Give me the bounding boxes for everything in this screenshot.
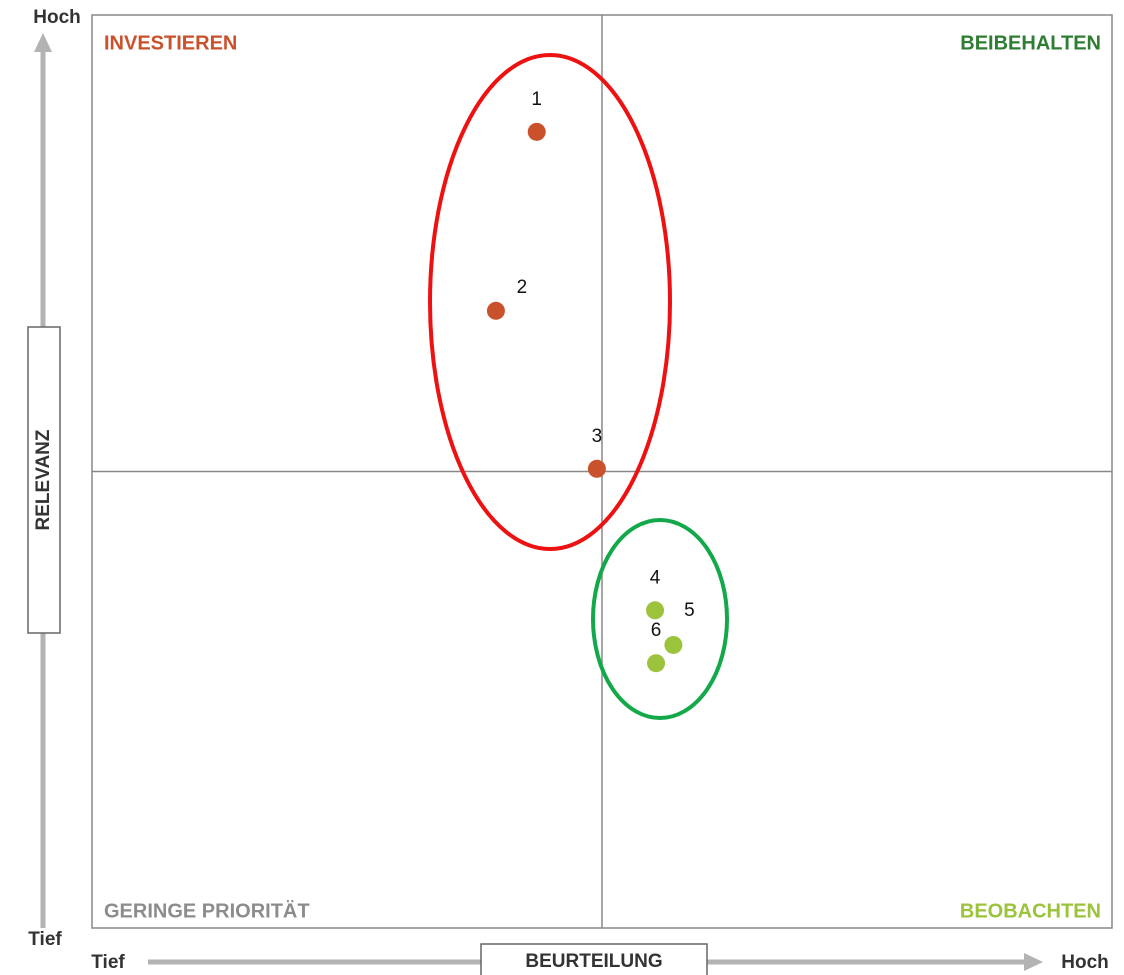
point (527, 122, 546, 141)
point (664, 635, 683, 654)
x-high-label: Hoch (1061, 952, 1109, 973)
point-label: 6 (651, 620, 662, 641)
quadrant-label: BEOBACHTEN (960, 900, 1101, 922)
point-label: 4 (650, 567, 661, 588)
x-axis-label: BEURTEILUNG (525, 951, 662, 972)
y-high-label: Hoch (33, 7, 81, 28)
group-ellipse (428, 53, 672, 551)
quadrant-label: BEIBEHALTEN (960, 32, 1101, 54)
point (587, 459, 606, 478)
point-label: 3 (592, 426, 603, 447)
y-label-box (27, 326, 61, 634)
point (647, 654, 666, 673)
point (486, 301, 505, 320)
x-arrow-head (1024, 953, 1043, 971)
y-axis-label: RELEVANZ (33, 429, 54, 530)
group-ellipse (591, 518, 729, 720)
x-low-label: Tief (91, 952, 125, 973)
quadrant-label: GERINGE PRIORITÄT (104, 899, 310, 922)
y-arrow-head (34, 33, 52, 52)
point (646, 601, 665, 620)
y-low-label: Tief (28, 929, 62, 950)
x-label-box (480, 943, 708, 975)
point-label: 2 (517, 277, 528, 298)
point-label: 1 (531, 89, 542, 110)
quadrant-label: INVESTIEREN (104, 32, 237, 54)
point-label: 5 (684, 600, 695, 621)
